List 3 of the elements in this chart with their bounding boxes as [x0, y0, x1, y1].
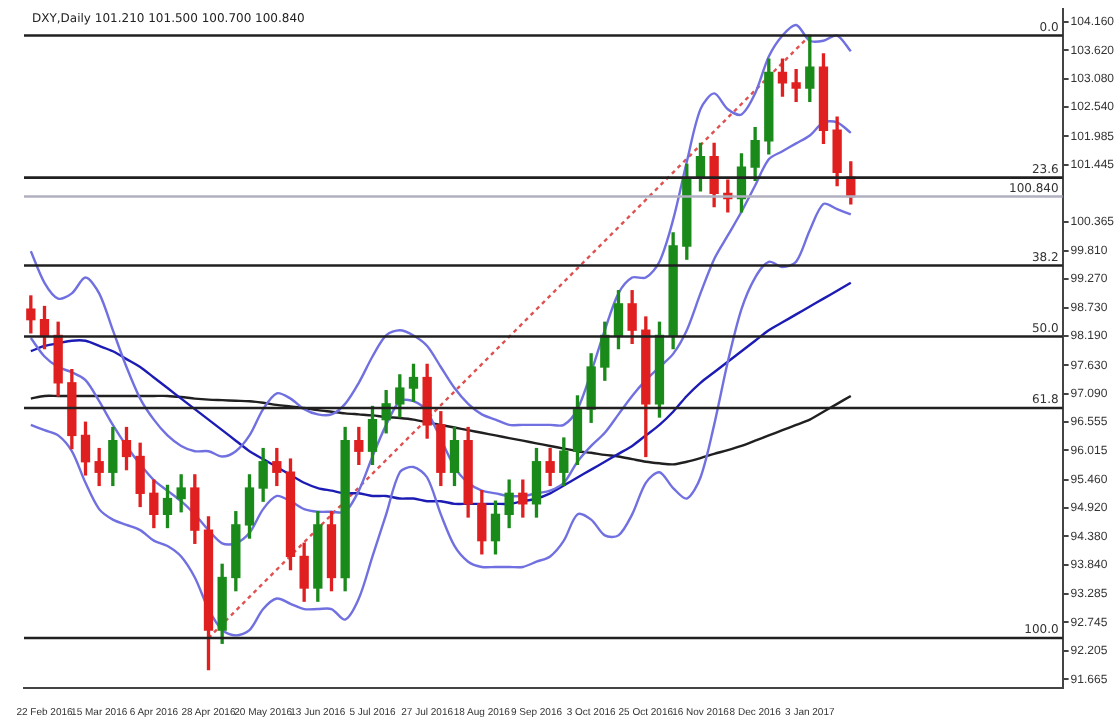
line-series: [29, 120, 852, 546]
line-series: [29, 23, 852, 458]
line-series: [29, 202, 852, 637]
